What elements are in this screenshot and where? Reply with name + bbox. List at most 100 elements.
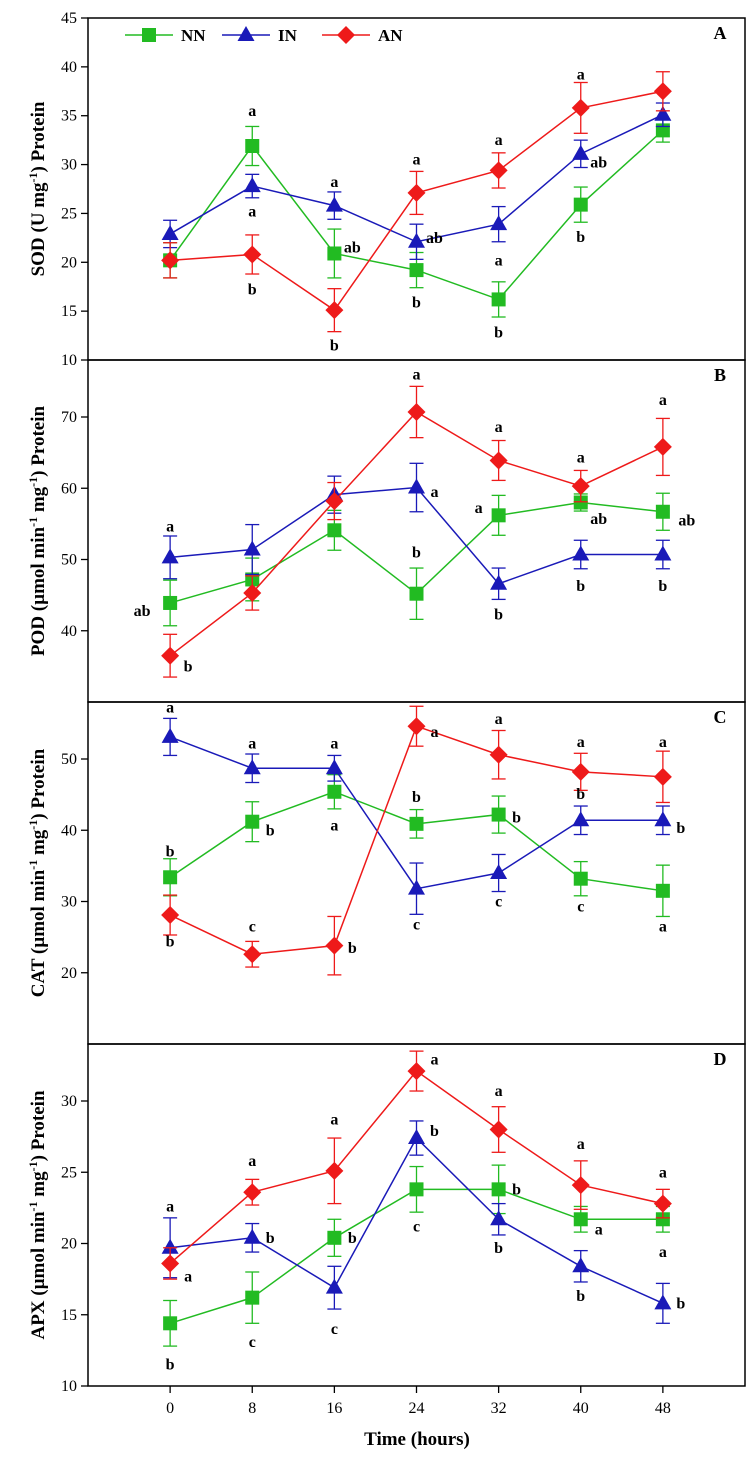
significance-label: b: [412, 789, 421, 806]
significance-label: a: [248, 1153, 256, 1170]
significance-label: a: [495, 419, 503, 436]
y-tick-label: 40: [61, 59, 77, 76]
data-point: [654, 545, 672, 561]
series-an: [161, 71, 672, 333]
significance-label: a: [330, 817, 338, 834]
series-in: [161, 1120, 672, 1324]
significance-label: c: [249, 1334, 256, 1351]
y-tick-label: 25: [61, 205, 77, 222]
significance-label: a: [659, 392, 667, 409]
data-point: [325, 196, 343, 212]
data-point: [243, 1183, 262, 1202]
y-tick-label: 30: [61, 1093, 77, 1110]
y-tick-label: 30: [61, 894, 77, 911]
data-point: [163, 870, 178, 885]
significance-label: a: [659, 734, 667, 751]
legend: NN IN AN: [125, 26, 403, 45]
data-point: [161, 1238, 179, 1254]
significance-label: a: [330, 1112, 338, 1129]
data-point: [245, 814, 260, 829]
significance-label: a: [495, 132, 503, 149]
x-axis-title: Time (hours): [364, 1429, 470, 1450]
significance-label: a: [659, 918, 667, 935]
data-point: [490, 864, 508, 879]
series-nn: [163, 774, 670, 918]
data-point: [163, 1316, 178, 1331]
data-point: [161, 646, 180, 665]
data-point: [654, 105, 672, 121]
significance-label: b: [348, 940, 357, 957]
data-point: [245, 139, 260, 154]
significance-label: b: [412, 294, 421, 311]
significance-label: b: [166, 844, 175, 861]
data-point: [409, 1182, 424, 1197]
significance-label: a: [659, 1164, 667, 1181]
data-point: [571, 1176, 590, 1195]
series-nn: [163, 117, 670, 318]
legend-item-in: IN: [222, 26, 298, 45]
significance-label: ab: [590, 155, 607, 172]
significance-label: b: [430, 1123, 439, 1140]
y-tick-label: 20: [61, 1236, 77, 1253]
data-point: [408, 879, 425, 895]
data-point: [245, 1290, 260, 1305]
significance-label: a: [577, 1136, 585, 1153]
y-tick-label: 30: [61, 157, 77, 174]
data-point: [243, 245, 262, 264]
data-point: [409, 263, 424, 278]
data-point: [572, 811, 590, 827]
significance-label: a: [248, 203, 256, 220]
data-point: [408, 1129, 425, 1145]
significance-label: a: [431, 484, 439, 501]
data-point: [243, 759, 261, 775]
x-tick-label: 24: [409, 1400, 425, 1417]
significance-label: b: [166, 1357, 175, 1374]
significance-label: b: [576, 1288, 585, 1305]
significance-label: a: [495, 1083, 503, 1100]
panel-letter: A: [714, 23, 727, 43]
significance-label: b: [576, 229, 585, 246]
legend-marker: [337, 26, 355, 44]
y-tick-label: 15: [61, 1307, 77, 1324]
series-an: [161, 385, 672, 678]
significance-label: a: [495, 711, 503, 728]
panel-letter: C: [714, 707, 727, 727]
series-in: [161, 717, 672, 915]
y-tick-label: 45: [61, 10, 77, 27]
data-point: [573, 871, 588, 886]
data-point: [572, 545, 590, 561]
data-point: [573, 1212, 588, 1227]
legend-marker: [237, 26, 255, 41]
significance-label: a: [413, 366, 421, 383]
panel-c: 20 30 40 50 CAT (µmol min-1 mg-1) Protein Ca b…: [26, 700, 746, 1045]
data-point: [407, 717, 426, 736]
data-point: [243, 583, 262, 602]
significance-label: a: [577, 734, 585, 751]
significance-label: a: [495, 252, 503, 269]
significance-label: a: [330, 735, 338, 752]
y-tick-label: 35: [61, 108, 77, 125]
series-nn: [163, 1164, 670, 1347]
panel-letter: D: [714, 1049, 727, 1069]
data-point: [409, 586, 424, 601]
significance-label: b: [348, 1230, 357, 1247]
significance-label: ab: [426, 230, 443, 247]
x-tick-label: 16: [326, 1400, 342, 1417]
significance-label: c: [249, 918, 256, 935]
significance-label: c: [577, 898, 584, 915]
data-point: [573, 495, 588, 510]
data-point: [655, 883, 670, 898]
data-point: [653, 437, 672, 456]
y-tick-label: 15: [61, 303, 77, 320]
significance-label: b: [330, 337, 339, 354]
series-an: [161, 1050, 672, 1280]
significance-label: b: [512, 1181, 521, 1198]
data-point: [655, 1212, 670, 1227]
significance-label: ab: [344, 240, 361, 257]
significance-label: a: [248, 103, 256, 120]
data-point: [325, 1161, 344, 1180]
data-point: [653, 82, 672, 101]
significance-label: a: [577, 450, 585, 467]
x-tick-label: 8: [248, 1400, 256, 1417]
